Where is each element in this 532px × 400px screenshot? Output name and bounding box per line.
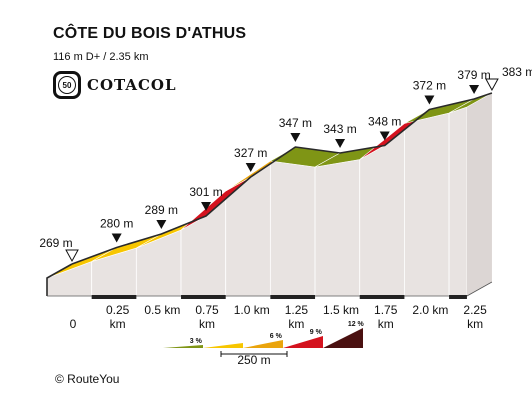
profile-side-face [448, 106, 468, 297]
elevation-label: 348 m [368, 115, 401, 129]
profile-side-face [225, 160, 271, 297]
elevation-label: 343 m [323, 122, 356, 136]
profile-base-stripe [359, 295, 405, 299]
x-tick-label: 2.25 [463, 303, 487, 317]
x-tick-label: 0.75 [195, 303, 219, 317]
legend-label: 12 % [348, 321, 365, 328]
x-tick-label: 0.5 km [144, 303, 180, 317]
elevation-label: 280 m [100, 217, 133, 231]
profile-base-depth-line [466, 281, 493, 297]
x-tick-label-unit: km [378, 317, 394, 331]
legend-swatch [283, 336, 323, 348]
legend-label: 3 % [190, 338, 203, 345]
cotacol-badge-icon: 50 [53, 71, 81, 99]
profile-base-stripe [270, 295, 316, 299]
elevation-marker-end [485, 78, 499, 92]
cotacol-number: 50 [58, 76, 76, 94]
gradient-legend: 3 % 6 % 9 % 12 % 250 m [163, 321, 365, 367]
profile-markers [65, 78, 499, 263]
x-tick-label: 1.25 [285, 303, 309, 317]
legend-swatch [203, 343, 243, 348]
elevation-marker [424, 95, 435, 105]
legend-label: 6 % [270, 333, 283, 340]
x-tick-label: 1.5 km [323, 303, 359, 317]
cotacol-wordmark: COTACOL [87, 76, 177, 94]
elevation-marker [111, 233, 122, 243]
legend-swatch [323, 328, 363, 348]
elevation-label: 379 m [457, 68, 490, 82]
elevation-marker [379, 131, 390, 141]
profile-side-face [269, 160, 316, 297]
chart-title: CÔTE DU BOIS D'ATHUS [53, 25, 247, 42]
legend-scale-label: 250 m [237, 353, 270, 367]
elevation-label: 301 m [189, 185, 222, 199]
elevation-label: 289 m [145, 203, 178, 217]
x-tick-label-unit: km [199, 317, 215, 331]
elevation-marker-start [65, 249, 79, 263]
chart-subtitle: 116 m D+ / 2.35 km [53, 51, 149, 63]
elevation-marker [245, 163, 256, 172]
profile-base-stripe [181, 295, 226, 299]
profile-side-faces [46, 93, 492, 297]
x-tick-label-unit: km [288, 317, 304, 331]
x-tick-label: 0 [70, 317, 77, 331]
cotacol-logo: 50 COTACOL [53, 70, 177, 100]
elevation-label: 383 m [502, 65, 532, 79]
elevation-label: 269 m [39, 236, 72, 250]
elevation-marker [156, 220, 167, 229]
x-tick-label: 1.75 [374, 303, 398, 317]
copyright-notice: © RouteYou [55, 372, 120, 386]
profile-base [47, 281, 493, 299]
legend-swatch [163, 345, 203, 348]
x-tick-label: 0.25 [106, 303, 130, 317]
x-tick-label: 2.0 km [412, 303, 448, 317]
elevation-marker [469, 85, 480, 94]
profile-side-face [180, 190, 227, 297]
x-tick-label-unit: km [467, 317, 483, 331]
profile-front-edge [46, 263, 73, 296]
elevation-label: 347 m [279, 116, 312, 130]
legend-swatch [243, 340, 283, 348]
profile-base-stripe [91, 295, 137, 299]
profile-back-ridge [71, 92, 493, 265]
legend-label: 9 % [310, 329, 323, 336]
elevation-marker [335, 139, 346, 148]
elevation-label: 327 m [234, 146, 267, 160]
x-tick-label-unit: km [110, 317, 126, 331]
elevation-marker [201, 202, 212, 211]
profile-end-face [466, 93, 492, 296]
profile-elevation-labels: 269 m 280 m 289 m 301 m 327 m 347 m 343 m 348 m… [39, 65, 532, 250]
profile-top-faces [46, 92, 493, 296]
profile-base-stripe [449, 295, 467, 299]
profile-side-face [314, 159, 361, 297]
elevation-label: 372 m [413, 79, 446, 93]
x-tick-label: 1.0 km [234, 303, 270, 317]
elevation-marker [290, 133, 301, 142]
profile-side-face [404, 112, 450, 297]
